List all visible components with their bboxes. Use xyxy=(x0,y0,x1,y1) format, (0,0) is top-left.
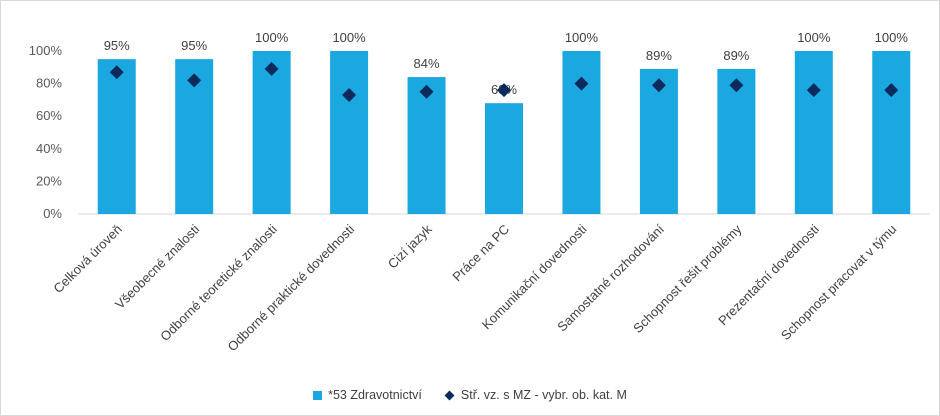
bar xyxy=(562,51,601,214)
x-tick-label: Cizí jazyk xyxy=(385,221,435,271)
bar xyxy=(330,51,369,214)
diamond-marker xyxy=(574,76,589,91)
diamond-marker xyxy=(806,83,821,98)
bar xyxy=(407,77,446,214)
bar xyxy=(252,51,291,214)
diamond-marker xyxy=(729,78,744,93)
bar xyxy=(639,68,678,215)
data-label: 100% xyxy=(875,30,909,45)
y-tick-label: 0% xyxy=(43,206,62,221)
bar xyxy=(485,103,523,214)
bar xyxy=(97,59,136,215)
legend-item-markers: Stř. vz. s MZ - vybr. ob. kat. M xyxy=(444,388,627,402)
diamond-marker xyxy=(651,78,666,93)
data-label: 100% xyxy=(332,30,366,45)
y-tick-label: 40% xyxy=(36,141,62,156)
diamond-marker xyxy=(419,84,434,99)
y-tick-label: 80% xyxy=(36,76,62,91)
data-label: 89% xyxy=(723,48,749,63)
y-tick-label: 20% xyxy=(36,173,62,188)
diamond-marker xyxy=(497,83,511,98)
x-tick-label: Práce na PC xyxy=(449,222,512,285)
legend-diamond-icon xyxy=(444,390,455,400)
diamond-marker xyxy=(884,83,899,98)
x-tick-label: Všeobecné znalosti xyxy=(112,221,202,311)
data-label: 100% xyxy=(797,30,831,45)
legend-label-bars: *53 Zdravotnictví xyxy=(328,388,422,402)
data-label: 100% xyxy=(565,30,599,45)
diamond-marker xyxy=(109,65,124,80)
diamond-marker xyxy=(264,61,279,76)
y-tick-label: 100% xyxy=(29,43,63,58)
data-label: 89% xyxy=(646,48,672,63)
data-label: 100% xyxy=(255,30,289,45)
bar xyxy=(794,51,833,214)
diamond-marker xyxy=(342,88,357,103)
legend-bar-swatch xyxy=(313,390,323,400)
bar xyxy=(872,51,911,214)
x-tick-label: Celková úroveň xyxy=(50,222,124,296)
x-tick-label: Odborné praktické dovednosti xyxy=(224,221,357,354)
data-label: 95% xyxy=(104,38,130,53)
bar xyxy=(717,68,756,215)
legend-item-bars: *53 Zdravotnictví xyxy=(313,388,422,402)
data-label: 84% xyxy=(414,56,440,71)
y-tick-label: 60% xyxy=(36,108,62,123)
diamond-marker xyxy=(187,73,202,88)
legend: *53 Zdravotnictví Stř. vz. s MZ - vybr. … xyxy=(0,388,940,402)
data-label: 95% xyxy=(181,38,207,53)
legend-label-markers: Stř. vz. s MZ - vybr. ob. kat. M xyxy=(460,388,627,402)
